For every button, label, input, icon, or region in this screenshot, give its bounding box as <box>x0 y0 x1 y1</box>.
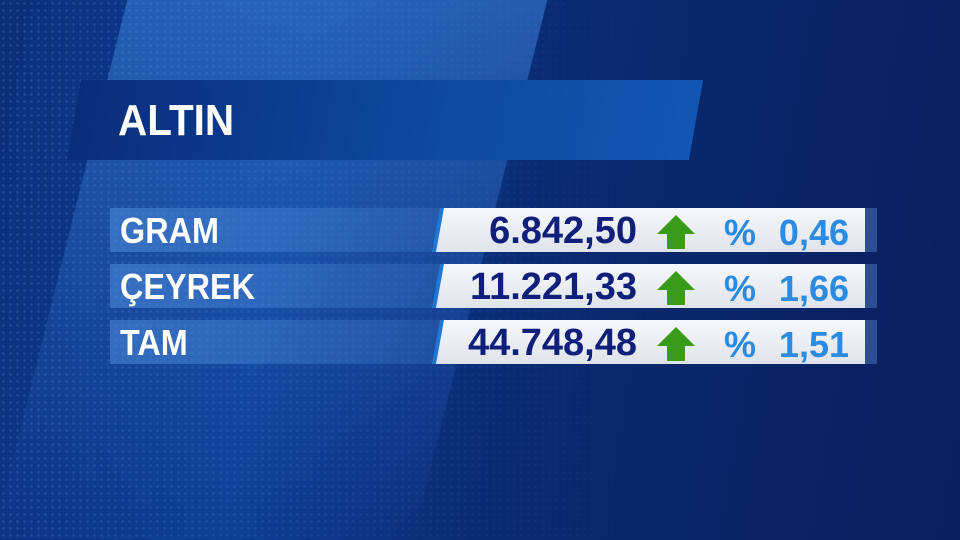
change-value: 1,51 <box>778 324 849 365</box>
price-value: 6.842,50 <box>489 210 637 252</box>
percent-sign: % <box>724 324 757 365</box>
row-end-cap <box>865 320 877 364</box>
price-row-tam: TAM 44.748,48 % 1,51 <box>110 320 877 365</box>
up-arrow-icon <box>657 271 695 305</box>
change-value: 1,66 <box>778 268 849 309</box>
price-row-ceyrek: ÇEYREK 11.221,33 % 1,66 <box>110 264 877 309</box>
row-value-bg: 11.221,33 <box>435 264 865 308</box>
page-title: ALTIN <box>118 96 235 145</box>
row-value-bg: 6.842,50 <box>435 208 865 252</box>
percent-sign: % <box>724 212 757 253</box>
price-value: 11.221,33 <box>470 266 637 308</box>
row-label-bg: TAM <box>110 320 440 364</box>
up-arrow-icon <box>657 215 695 249</box>
change-value: 0,46 <box>778 212 849 253</box>
price-value: 44.748,48 <box>467 322 637 364</box>
row-label: TAM <box>120 322 188 363</box>
row-label: ÇEYREK <box>120 266 256 307</box>
row-end-cap <box>865 264 877 308</box>
percent-sign: % <box>724 268 757 309</box>
row-label: GRAM <box>120 210 219 251</box>
row-label-bg: ÇEYREK <box>110 264 440 308</box>
up-arrow-icon <box>657 327 695 361</box>
row-value-bg: 44.748,48 <box>435 320 865 364</box>
row-end-cap <box>865 208 877 252</box>
row-label-bg: GRAM <box>110 208 440 252</box>
price-row-gram: GRAM 6.842,50 % 0,46 <box>110 208 877 253</box>
